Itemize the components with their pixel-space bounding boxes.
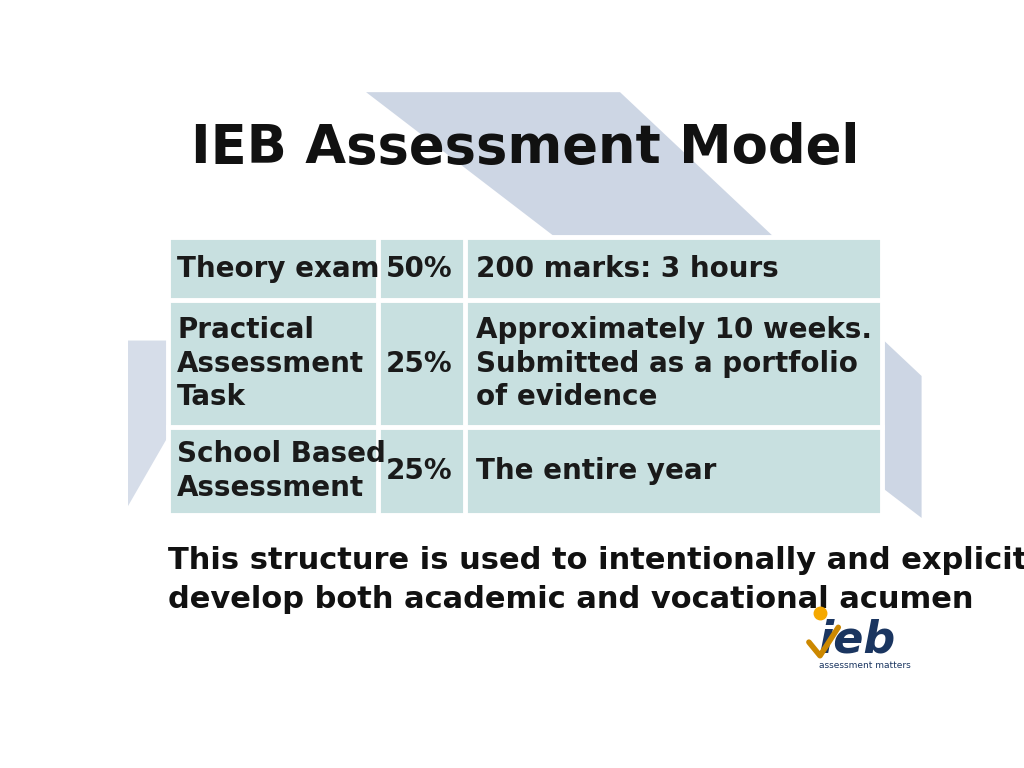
Polygon shape — [128, 340, 223, 506]
Text: IEB Assessment Model: IEB Assessment Model — [190, 122, 859, 174]
Bar — [168, 237, 882, 300]
Text: The entire year: The entire year — [476, 457, 717, 485]
Bar — [168, 237, 882, 515]
Text: ieb: ieb — [818, 619, 896, 662]
Text: Approximately 10 weeks.
Submitted as a portfolio
of evidence: Approximately 10 weeks. Submitted as a p… — [476, 316, 872, 412]
Text: 200 marks: 3 hours: 200 marks: 3 hours — [476, 255, 779, 283]
Text: This structure is used to intentionally and explicitly
develop both academic and: This structure is used to intentionally … — [168, 546, 1024, 614]
Bar — [168, 428, 882, 515]
Bar — [168, 300, 882, 428]
Text: School Based
Assessment: School Based Assessment — [177, 441, 386, 502]
Polygon shape — [367, 92, 922, 518]
Text: 50%: 50% — [386, 255, 453, 283]
Text: assessment matters: assessment matters — [819, 661, 911, 670]
Text: Practical
Assessment
Task: Practical Assessment Task — [177, 316, 365, 412]
Text: 25%: 25% — [386, 457, 453, 485]
Text: Theory exam: Theory exam — [177, 255, 380, 283]
Text: 25%: 25% — [386, 350, 453, 378]
